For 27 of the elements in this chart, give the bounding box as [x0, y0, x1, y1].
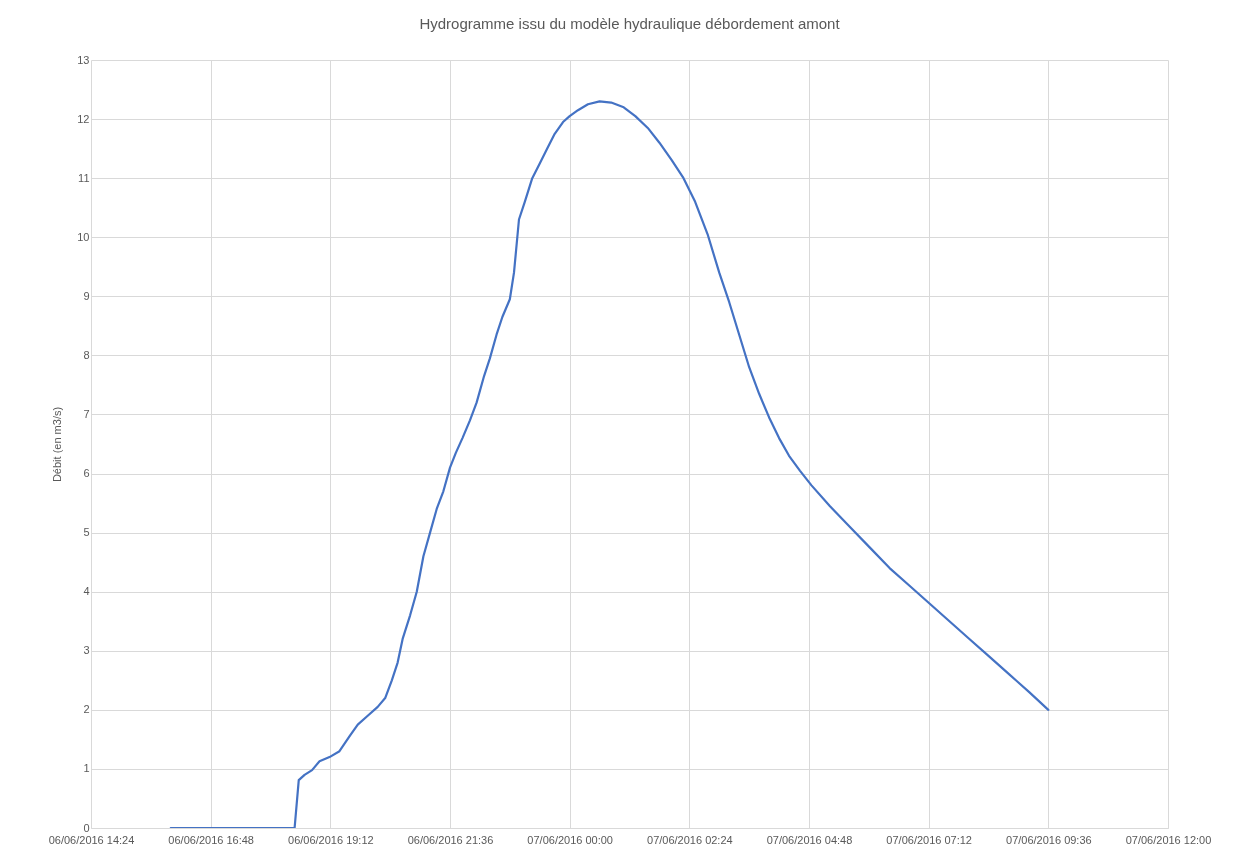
x-tick-label: 07/06/2016 12:00 — [1125, 833, 1212, 846]
y-tick-label: 9 — [83, 289, 90, 302]
y-axis-title: Débit (en m3/s) — [51, 406, 64, 483]
x-tick-label: 07/06/2016 09:36 — [1006, 833, 1092, 846]
line-series — [169, 100, 1050, 828]
y-tick-label: 10 — [77, 230, 90, 243]
x-tick-label: 06/06/2016 16:48 — [168, 833, 254, 846]
x-tick-label: 07/06/2016 02:24 — [647, 833, 733, 846]
chart-title: Hydrogramme issu du modèle hydraulique débordement amont — [419, 15, 841, 32]
y-tick-label: 7 — [83, 407, 90, 420]
y-tick-label: 3 — [83, 644, 90, 657]
y-tick-label: 8 — [83, 348, 90, 361]
x-tick-label: 07/06/2016 07:12 — [886, 833, 972, 846]
x-tick-label: 07/06/2016 04:48 — [766, 833, 853, 846]
y-tick-label: 1 — [83, 762, 90, 775]
x-tick-label: 06/06/2016 14:24 — [48, 833, 135, 846]
y-tick-label: 11 — [78, 171, 90, 184]
y-tick-label: 12 — [77, 112, 90, 125]
y-tick-label: 4 — [83, 585, 90, 598]
y-tick-label: 0 — [83, 821, 90, 834]
y-tick-label: 6 — [83, 467, 90, 480]
x-tick-label: 06/06/2016 21:36 — [407, 833, 494, 846]
y-tick-label: 2 — [83, 703, 90, 716]
x-tick-label: 06/06/2016 19:12 — [288, 833, 374, 846]
y-tick-label: 5 — [83, 526, 90, 539]
y-tick-label: 13 — [77, 53, 90, 66]
x-tick-label: 07/06/2016 00:00 — [527, 833, 613, 846]
